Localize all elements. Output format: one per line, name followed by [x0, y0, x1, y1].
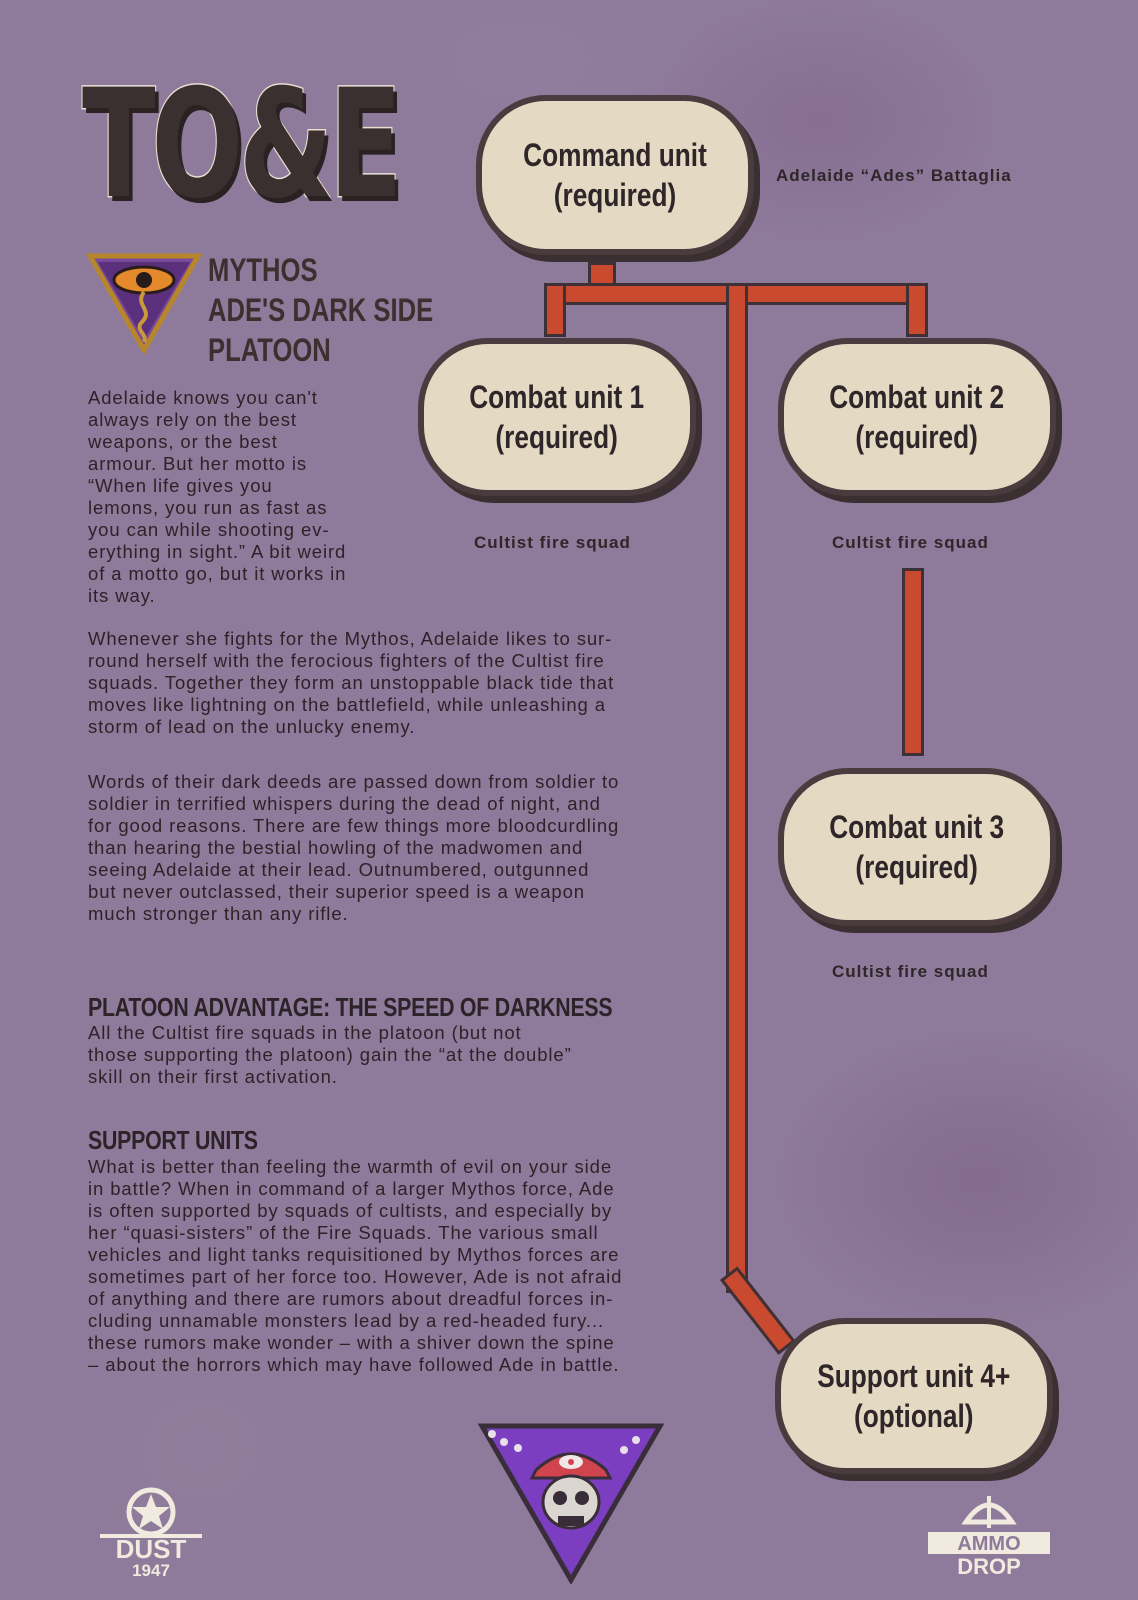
combat-unit-2-caption: Cultist fire squad	[832, 533, 989, 552]
combat-unit-3-label: Combat unit 3 (required)	[829, 809, 1005, 885]
page-title: TO&E	[81, 58, 404, 232]
combat-unit-1-caption: Cultist fire squad	[474, 533, 631, 552]
dust-1947-logo-icon: DUST 1947	[100, 1487, 202, 1578]
combat-unit-2-box: Combat unit 2 (required)	[778, 338, 1056, 496]
combat-unit-3-caption: Cultist fire squad	[832, 962, 989, 981]
dust-logo-year: 1947	[132, 1561, 170, 1578]
drop-logo-text: DROP	[957, 1554, 1021, 1578]
support-unit-label: Support unit 4+ (optional)	[817, 1358, 1011, 1434]
combat-unit-1-box: Combat unit 1 (required)	[418, 338, 696, 496]
faction-name: MYTHOS	[208, 252, 318, 288]
mythos-eye-icon	[86, 253, 202, 354]
support-unit-box: Support unit 4+ (optional)	[775, 1318, 1053, 1474]
combat-unit-3-box: Combat unit 3 (required)	[778, 768, 1056, 926]
ammo-drop-logo-icon: AMMO DROP	[928, 1496, 1050, 1578]
command-unit-box: Command unit (required)	[476, 95, 754, 255]
connector-combat2-to-combat3	[902, 568, 924, 756]
advantage-heading: PLATOON ADVANTAGE: THE SPEED OF DARKNESS	[88, 992, 613, 1022]
advantage-text: All the Cultist fire squads in the plato…	[88, 1022, 572, 1087]
connector-support-diagonal	[720, 1266, 796, 1355]
support-text: What is better than feeling the warmth o…	[88, 1156, 623, 1375]
deeds-paragraph: Words of their dark deeds are passed dow…	[88, 771, 620, 924]
combat-unit-1-label: Combat unit 1 (required)	[469, 379, 645, 455]
connector-combat1-drop	[544, 283, 566, 337]
support-heading: SUPPORT UNITS	[88, 1125, 258, 1155]
platoon-name: MYTHOS ADE'S DARK SIDE PLATOON	[208, 250, 433, 370]
connector-main-trunk	[726, 283, 748, 1293]
command-unit-caption: Adelaide “Ades” Battaglia	[776, 166, 1012, 185]
ammo-logo-text: AMMO	[957, 1533, 1020, 1555]
skull-helmet-emblem-icon	[478, 1423, 664, 1584]
connector-combat2-drop	[906, 283, 928, 337]
platoon-type: PLATOON	[208, 332, 331, 368]
dust-logo-text: DUST	[116, 1534, 187, 1564]
combat-unit-2-label: Combat unit 2 (required)	[829, 379, 1005, 455]
description-paragraph: Whenever she fights for the Mythos, Adel…	[88, 628, 615, 737]
command-unit-label: Command unit (required)	[523, 137, 707, 213]
intro-paragraph: Adelaide knows you can't always rely on …	[88, 387, 347, 606]
platoon-title: ADE'S DARK SIDE	[208, 292, 434, 328]
